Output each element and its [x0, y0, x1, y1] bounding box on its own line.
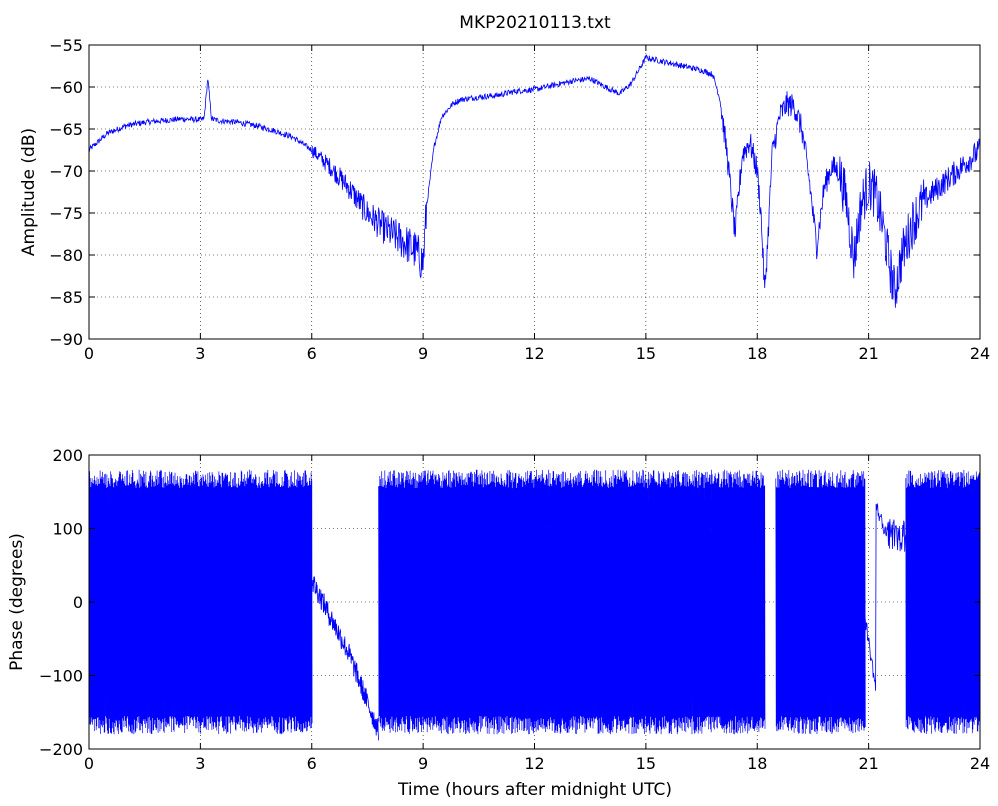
phase-line [89, 469, 980, 741]
amplitude-x-tick-label: 0 [84, 344, 94, 363]
amplitude-x-tick-label: 6 [307, 344, 317, 363]
phase-y-axis-label: Phase (degrees) [7, 533, 27, 671]
amplitude-y-axis-label: Amplitude (dB) [19, 128, 39, 256]
phase-drift-series [311, 576, 379, 741]
amplitude-x-tick-label: 9 [418, 344, 428, 363]
phase-x-tick-label: 15 [636, 754, 656, 773]
amplitude-y-tick-label: −70 [49, 162, 83, 181]
phase-y-tick-label: −100 [39, 667, 83, 686]
amplitude-line [89, 54, 980, 308]
phase-y-tick-label: 200 [52, 446, 83, 465]
phase-x-tick-label: 6 [307, 754, 317, 773]
phase-x-tick-label: 18 [747, 754, 767, 773]
phase-x-axis-label: Time (hours after midnight UTC) [397, 780, 672, 800]
phase-x-tick-label: 24 [970, 754, 990, 773]
phase-ticks: 0 3 6 9 12 15 18 21 24 −200 −100 0 100 200 [39, 446, 990, 773]
phase-x-tick-label: 9 [418, 754, 428, 773]
phase-y-tick-label: −200 [39, 740, 83, 759]
amplitude-x-tick-label: 21 [858, 344, 878, 363]
phase-x-tick-label: 0 [84, 754, 94, 773]
amplitude-y-tick-label: −65 [49, 120, 83, 139]
amplitude-x-tick-label: 12 [524, 344, 544, 363]
phase-x-tick-label: 21 [858, 754, 878, 773]
amplitude-x-tick-label: 3 [195, 344, 205, 363]
amplitude-y-tick-label: −75 [49, 204, 83, 223]
amplitude-series-line [89, 54, 980, 308]
phase-x-tick-label: 12 [524, 754, 544, 773]
amplitude-x-tick-label: 15 [636, 344, 656, 363]
amplitude-y-tick-label: −85 [49, 288, 83, 307]
amplitude-y-tick-label: −55 [49, 36, 83, 55]
phase-y-tick-label: 0 [73, 593, 83, 612]
phase-x-tick-label: 3 [195, 754, 205, 773]
amplitude-x-tick-label: 18 [747, 344, 767, 363]
amplitude-y-tick-label: −60 [49, 78, 83, 97]
amplitude-y-tick-label: −80 [49, 246, 83, 265]
amplitude-y-tick-label: −90 [49, 330, 83, 349]
phase-y-tick-label: 100 [52, 520, 83, 539]
phase-wrapped-series [89, 469, 980, 735]
amplitude-x-tick-label: 24 [970, 344, 990, 363]
amplitude-grid [89, 45, 980, 339]
phase-transition-series [864, 503, 907, 691]
amplitude-panel: 0 3 6 9 12 15 18 21 24 −90 −85 −80 −75 −70 −65 −60 −55 A… [19, 36, 990, 363]
figure-title: MKP20210113.txt [459, 13, 611, 33]
phase-panel: 0 3 6 9 12 15 18 21 24 −200 −100 0 100 200 Phase (deg… [7, 446, 990, 800]
amplitude-ticks: 0 3 6 9 12 15 18 21 24 −90 −85 −80 −75 −70 −65 −60 −55 [49, 36, 990, 363]
